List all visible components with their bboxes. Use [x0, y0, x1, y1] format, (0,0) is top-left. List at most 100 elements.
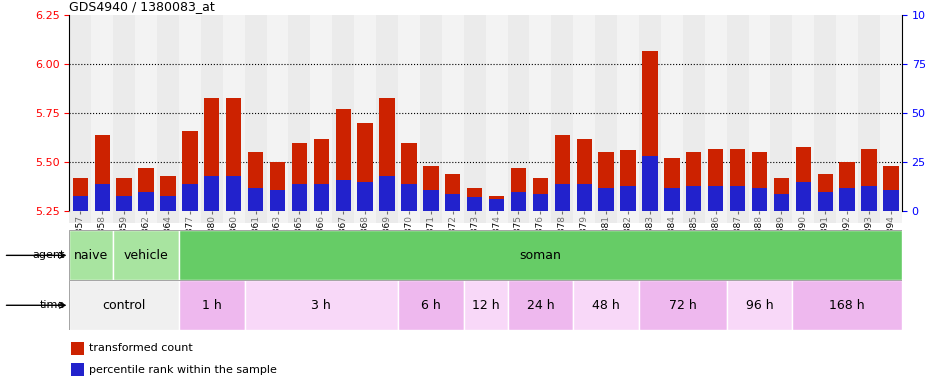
Bar [445, 194, 461, 211]
Bar [793, 15, 814, 211]
Text: 96 h: 96 h [746, 299, 773, 312]
Bar [818, 192, 833, 211]
Bar [270, 162, 285, 211]
Bar [311, 15, 332, 211]
Bar [244, 15, 266, 211]
Bar [379, 98, 395, 211]
Bar [379, 176, 395, 211]
Bar [598, 188, 614, 211]
Bar [354, 15, 376, 211]
Bar [533, 194, 548, 211]
Bar [529, 15, 551, 211]
Bar [113, 211, 135, 223]
Bar [226, 98, 241, 211]
Bar [445, 174, 461, 211]
Text: 48 h: 48 h [592, 299, 620, 312]
Text: vehicle: vehicle [124, 249, 168, 262]
Bar [69, 211, 92, 223]
Bar [621, 151, 635, 211]
Bar [139, 192, 154, 211]
Bar [157, 15, 179, 211]
Bar [818, 174, 833, 211]
Bar [248, 188, 264, 211]
Bar [508, 211, 529, 223]
Bar [179, 211, 201, 223]
Bar [223, 15, 244, 211]
Bar [467, 197, 482, 211]
Bar [642, 156, 658, 211]
Bar [642, 51, 658, 211]
Bar [117, 195, 132, 211]
Bar [773, 194, 789, 211]
Bar [814, 211, 836, 223]
Bar [664, 158, 680, 211]
Bar [861, 149, 877, 211]
Text: 72 h: 72 h [669, 299, 697, 312]
Bar [486, 211, 508, 223]
Bar [463, 211, 486, 223]
Bar [135, 211, 157, 223]
Bar [113, 230, 179, 280]
Bar [266, 15, 289, 211]
Bar [420, 211, 442, 223]
Bar [705, 211, 727, 223]
Bar [686, 186, 701, 211]
Bar [69, 15, 92, 211]
Bar [420, 15, 442, 211]
Bar [357, 182, 373, 211]
Bar [71, 363, 84, 376]
Bar [708, 149, 723, 211]
Bar [595, 15, 617, 211]
Bar [727, 15, 748, 211]
Bar [463, 280, 508, 330]
Bar [357, 123, 373, 211]
Bar [244, 280, 398, 330]
Bar [486, 15, 508, 211]
Bar [730, 186, 746, 211]
Bar [595, 211, 617, 223]
Bar [574, 15, 595, 211]
Text: 24 h: 24 h [526, 299, 554, 312]
Bar [555, 184, 570, 211]
Text: 12 h: 12 h [472, 299, 500, 312]
Bar [639, 211, 660, 223]
Text: percentile rank within the sample: percentile rank within the sample [90, 364, 278, 375]
Bar [683, 15, 705, 211]
Bar [113, 15, 135, 211]
Bar [730, 149, 746, 211]
Bar [289, 15, 311, 211]
Text: soman: soman [520, 249, 561, 262]
Text: time: time [40, 300, 65, 310]
Bar [660, 211, 683, 223]
Bar [463, 15, 486, 211]
Bar [883, 190, 898, 211]
Bar [489, 199, 504, 211]
Text: 168 h: 168 h [830, 299, 865, 312]
Text: control: control [103, 299, 146, 312]
Bar [182, 131, 198, 211]
Bar [708, 186, 723, 211]
Text: 6 h: 6 h [421, 299, 440, 312]
Bar [883, 166, 898, 211]
Bar [311, 211, 332, 223]
Bar [683, 211, 705, 223]
Bar [551, 211, 574, 223]
Bar [836, 15, 858, 211]
Bar [771, 211, 793, 223]
Bar [179, 230, 902, 280]
Bar [160, 195, 176, 211]
Bar [69, 280, 179, 330]
Bar [529, 211, 551, 223]
Bar [157, 211, 179, 223]
Bar [92, 211, 113, 223]
Bar [201, 211, 223, 223]
Bar [423, 166, 438, 211]
Bar [576, 184, 592, 211]
Bar [660, 15, 683, 211]
Bar [639, 15, 660, 211]
Bar [204, 98, 219, 211]
Bar [861, 186, 877, 211]
Bar [179, 15, 201, 211]
Bar [92, 15, 113, 211]
Bar [401, 143, 416, 211]
